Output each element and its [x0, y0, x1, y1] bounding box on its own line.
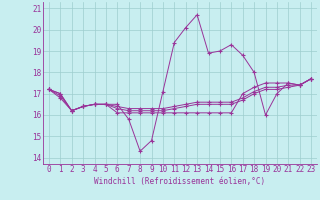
X-axis label: Windchill (Refroidissement éolien,°C): Windchill (Refroidissement éolien,°C) — [94, 177, 266, 186]
